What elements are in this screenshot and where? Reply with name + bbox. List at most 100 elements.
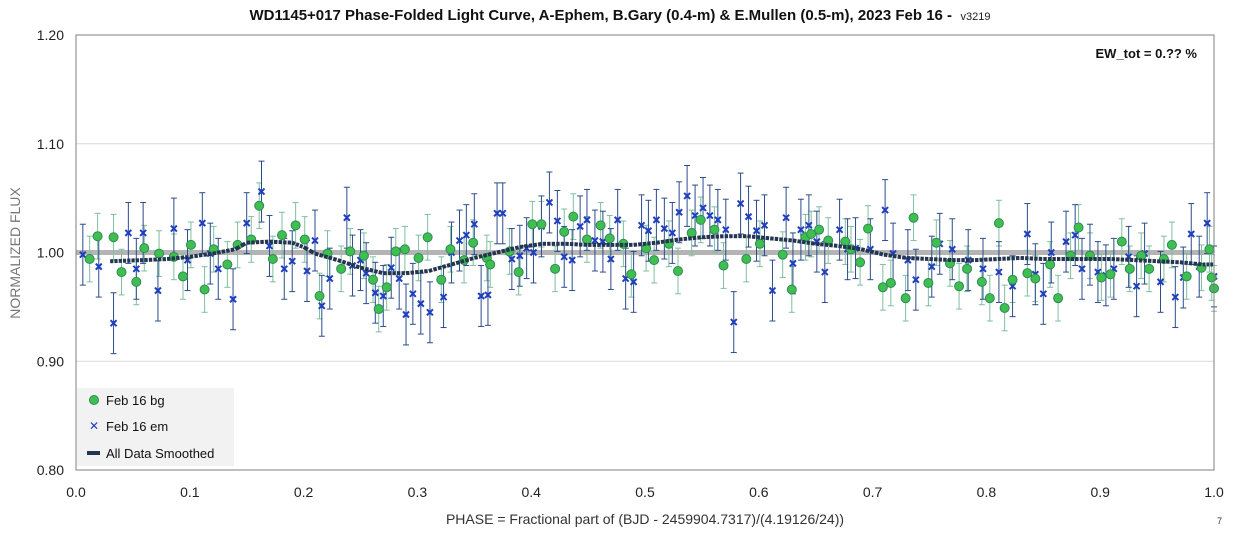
legend-box	[77, 388, 234, 466]
em-point	[311, 236, 319, 245]
em-point	[516, 252, 524, 260]
x-tick-label: 0.2	[294, 484, 314, 500]
bg-point	[390, 246, 401, 257]
em-point	[1132, 282, 1141, 290]
em-point	[1078, 265, 1086, 273]
bg-point	[1053, 293, 1064, 304]
bg-point	[962, 263, 973, 274]
em-point	[797, 225, 805, 234]
bg-point	[1045, 259, 1056, 270]
smooth-segment	[337, 258, 342, 264]
em-point-stroke	[948, 245, 956, 253]
em-point-stroke	[343, 213, 351, 222]
em-point	[371, 289, 380, 297]
em-point-stroke	[821, 268, 829, 276]
em-point-stroke	[516, 252, 524, 260]
smooth-segment	[428, 268, 433, 273]
em-point-stroke	[484, 291, 492, 299]
x-tick-label: 0.5	[635, 484, 655, 500]
em-point	[477, 292, 485, 300]
em-point	[637, 221, 646, 230]
bg-point	[855, 257, 866, 268]
em-point-stroke	[311, 236, 319, 245]
legend-label-smooth: All Data Smoothed	[106, 446, 214, 461]
em-point-stroke	[198, 219, 207, 227]
em-point	[529, 248, 538, 257]
bg-point	[626, 269, 637, 280]
bg-point	[1022, 268, 1033, 279]
em-point-stroke	[912, 275, 920, 284]
em-point	[402, 310, 410, 319]
em-point	[214, 265, 222, 273]
em-point-stroke	[439, 293, 448, 301]
bg-point	[559, 226, 570, 237]
em-point-stroke	[493, 209, 501, 218]
bg-point	[513, 267, 524, 278]
em-point-stroke	[545, 198, 554, 207]
em-point	[379, 292, 387, 300]
em-point	[782, 213, 790, 222]
em-point-stroke	[1132, 282, 1141, 290]
em-point	[928, 262, 936, 271]
smooth-segment	[460, 258, 465, 264]
y-tick-label: 1.00	[37, 245, 64, 261]
em-point	[455, 236, 464, 245]
em-point-stroke	[139, 229, 147, 237]
em-point	[1039, 290, 1048, 298]
chart-title: WD1145+017 Phase-Folded Light Curve, A-E…	[250, 7, 953, 24]
em-point-stroke	[881, 206, 889, 214]
smooth-segment	[378, 270, 383, 275]
em-point-stroke	[813, 237, 821, 246]
em-point-stroke	[318, 302, 326, 310]
em-point	[568, 256, 576, 264]
em-point-stroke	[1171, 293, 1180, 301]
em-point-stroke	[154, 286, 162, 295]
bg-point	[299, 234, 310, 245]
x-tick-label: 0.3	[408, 484, 428, 500]
bg-point	[754, 238, 765, 249]
em-point	[995, 268, 1003, 276]
smooth-segment	[487, 251, 492, 257]
bg-point	[673, 265, 684, 276]
smooth-segment	[234, 245, 241, 251]
bg-point	[806, 229, 817, 240]
em-point	[79, 250, 87, 259]
em-point	[644, 227, 653, 235]
em-point-stroke	[229, 295, 237, 303]
em-point-stroke	[477, 292, 485, 300]
em-point	[409, 290, 417, 298]
em-point	[303, 267, 311, 275]
em-point-stroke	[1071, 231, 1079, 239]
em-point-stroke	[132, 265, 141, 273]
legend-marker-bg	[89, 395, 99, 405]
em-point-stroke	[257, 187, 266, 196]
em-point-stroke	[644, 227, 653, 235]
em-point	[730, 318, 738, 326]
bg-point	[222, 259, 233, 270]
em-point-stroke	[797, 225, 805, 234]
x-tick-labels: 0.0 0.1 0.2 0.3 0.4 0.5 0.6 0.7 0.8 0.9 1.0	[66, 484, 1224, 500]
em-point-stroke	[455, 236, 464, 245]
smooth-segment	[865, 248, 870, 254]
em-point-stroke	[1187, 230, 1195, 238]
em-point-stroke	[109, 319, 118, 327]
smooth-segment	[478, 254, 483, 259]
em-point	[280, 265, 288, 273]
em-point	[1047, 248, 1055, 257]
y-tick-label: 0.80	[37, 462, 64, 478]
bg-point	[709, 224, 720, 235]
em-point	[265, 242, 274, 250]
em-point-stroke	[214, 265, 222, 273]
em-point	[583, 216, 591, 224]
em-point-stroke	[1094, 268, 1102, 276]
smooth-segment	[437, 265, 442, 271]
y-tick-label: 0.90	[37, 353, 64, 369]
em-point	[668, 229, 677, 237]
bg-point	[786, 284, 797, 295]
bg-point	[900, 293, 911, 304]
corner-note: 7	[1217, 516, 1222, 526]
bg-point	[777, 249, 788, 260]
bg-point	[468, 237, 479, 248]
em-point-stroke	[462, 231, 471, 239]
em-point	[607, 255, 615, 263]
